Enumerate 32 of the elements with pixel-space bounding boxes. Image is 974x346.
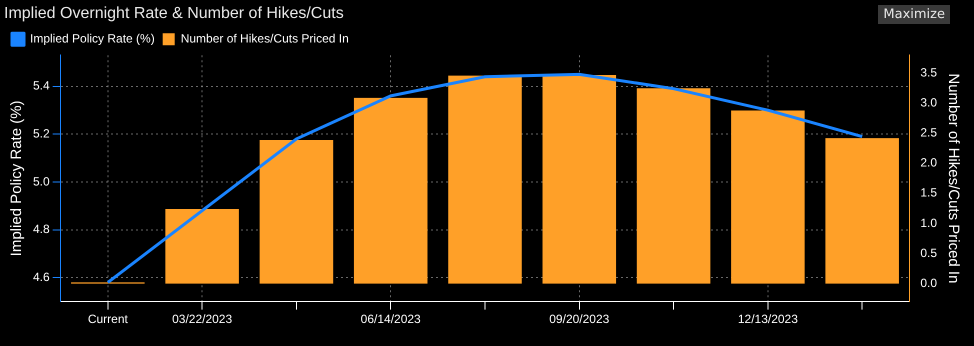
y-tick-label: 4.6 <box>32 270 50 284</box>
y2-tick-label: 2.5 <box>920 126 938 140</box>
y2-tick-label: 1.5 <box>920 186 938 200</box>
y2-tick-label: 3.0 <box>920 96 938 110</box>
x-tick-label: 06/14/2023 <box>360 312 422 326</box>
y2-tick-label: 2.0 <box>920 156 938 170</box>
y-axis-title: Implied Policy Rate (%) <box>8 100 26 256</box>
x-tick-label: 09/20/2023 <box>549 312 610 326</box>
bar <box>636 88 710 284</box>
y2-tick-label: 1.0 <box>920 216 938 230</box>
y-tick-label: 5.4 <box>32 78 50 93</box>
legend-label: Implied Policy Rate (%) <box>30 32 155 46</box>
bar <box>448 76 522 284</box>
chart-title: Implied Overnight Rate & Number of Hikes/Cuts <box>4 5 344 22</box>
bar <box>260 140 334 284</box>
bar <box>354 98 428 284</box>
y2-tick-label: 0.5 <box>920 246 938 260</box>
legend-label: Number of Hikes/Cuts Priced In <box>180 32 349 46</box>
y2-tick-label: 0.0 <box>920 276 938 290</box>
bar <box>165 209 239 284</box>
bar <box>542 75 616 284</box>
x-tick-label: 03/22/2023 <box>172 312 232 326</box>
y-tick-label: 4.8 <box>32 222 50 236</box>
y-tick-label: 5.2 <box>32 126 50 140</box>
bar <box>825 138 899 284</box>
bar <box>731 110 805 284</box>
y-tick-label: 5.0 <box>32 174 50 188</box>
y2-tick-label: 3.5 <box>920 66 938 80</box>
text: Maximize <box>878 5 950 24</box>
y2-axis-title: Number of Hikes/Cuts Priced In <box>944 73 962 284</box>
x-tick-label: Current <box>88 312 128 326</box>
x-tick-label: 12/13/2023 <box>738 312 798 326</box>
